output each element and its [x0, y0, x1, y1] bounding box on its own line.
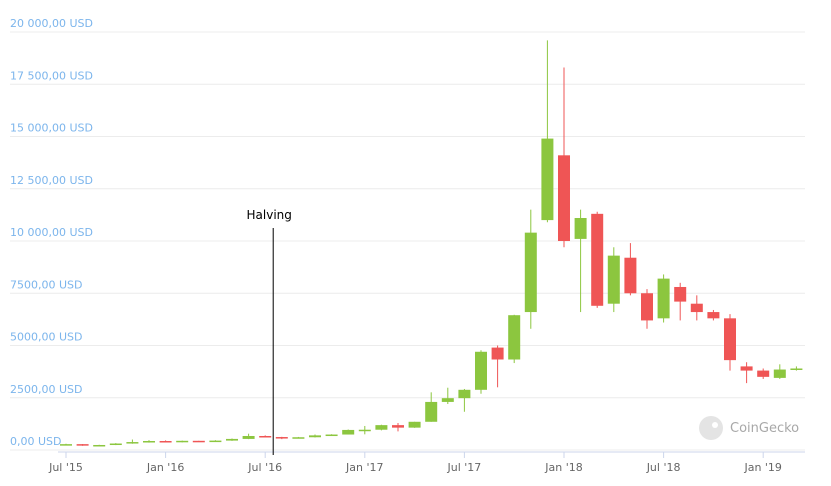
- candle-body: [441, 398, 454, 402]
- candle-body: [558, 155, 570, 241]
- candle-body: [342, 429, 355, 435]
- candle-body: [690, 303, 703, 313]
- candle-body: [192, 440, 205, 443]
- candle-body: [773, 369, 786, 378]
- y-tick-label: 5000,00 USD: [10, 331, 83, 344]
- candle-body: [392, 425, 404, 428]
- x-tick-label: Jan '18: [544, 461, 582, 474]
- watermark-logo-eye: [712, 422, 718, 428]
- candle-body: [641, 293, 653, 321]
- candle-body: [76, 444, 89, 446]
- watermark: CoinGecko: [699, 416, 799, 440]
- candle-body: [657, 278, 670, 319]
- candle-body: [607, 255, 620, 304]
- candle-body: [408, 421, 421, 428]
- candle-body: [574, 218, 587, 239]
- candle-body: [508, 315, 521, 360]
- x-tick-label: Jan '17: [345, 461, 383, 474]
- candle-body: [259, 435, 272, 438]
- x-tick-label: Jan '16: [146, 461, 184, 474]
- candle-body: [541, 138, 554, 221]
- candle-body: [491, 347, 504, 360]
- candle-body: [275, 437, 288, 439]
- candle-body: [209, 440, 222, 443]
- candle-body: [93, 444, 106, 447]
- y-tick-label: 0,00 USD: [10, 435, 62, 448]
- y-tick-label: 20 000,00 USD: [10, 17, 93, 30]
- candle-body: [176, 440, 189, 443]
- candle-body: [724, 318, 736, 361]
- watermark-text: CoinGecko: [730, 421, 799, 436]
- candle-body: [242, 435, 255, 439]
- candle-body: [309, 435, 321, 438]
- x-tick-label: Jan '19: [743, 461, 781, 474]
- candle-body: [375, 425, 388, 430]
- candle-body: [60, 444, 72, 446]
- x-tick-label: Jul '15: [48, 461, 83, 474]
- candle-body: [475, 351, 487, 390]
- watermark-logo: [699, 416, 723, 440]
- candle-body: [226, 438, 238, 441]
- x-tick-label: Jul '18: [646, 461, 681, 474]
- candle-body: [591, 213, 604, 306]
- candle-body: [790, 368, 803, 370]
- x-tick-label: Jul '16: [247, 461, 282, 474]
- y-tick-label: 7500,00 USD: [10, 278, 83, 291]
- candle-body: [126, 442, 139, 444]
- candle-body: [757, 370, 770, 377]
- x-tick-label: Jul '17: [447, 461, 482, 474]
- candle-body: [143, 441, 155, 443]
- candle-body: [707, 312, 720, 319]
- annotation-label: Halving: [247, 208, 292, 222]
- candle-body: [292, 437, 305, 439]
- candle-body: [524, 232, 537, 313]
- candle-body: [674, 286, 687, 302]
- y-tick-label: 15 000,00 USD: [10, 122, 93, 135]
- candle-body: [109, 443, 122, 446]
- y-tick-label: 17 500,00 USD: [10, 69, 93, 82]
- plot: 0,00 USD 2500,00 USD 5000,00 USD 7500,00 US…: [10, 17, 805, 474]
- candle-body: [624, 257, 637, 294]
- y-tick-label: 12 500,00 USD: [10, 174, 93, 187]
- candle-body: [425, 401, 438, 422]
- candle-body: [159, 441, 172, 443]
- candle-body: [740, 366, 753, 371]
- y-tick-label: 2500,00 USD: [10, 383, 83, 396]
- candle-body: [358, 429, 371, 432]
- y-tick-label: 10 000,00 USD: [10, 226, 93, 239]
- candle-body: [325, 434, 338, 437]
- candle-body: [458, 389, 471, 399]
